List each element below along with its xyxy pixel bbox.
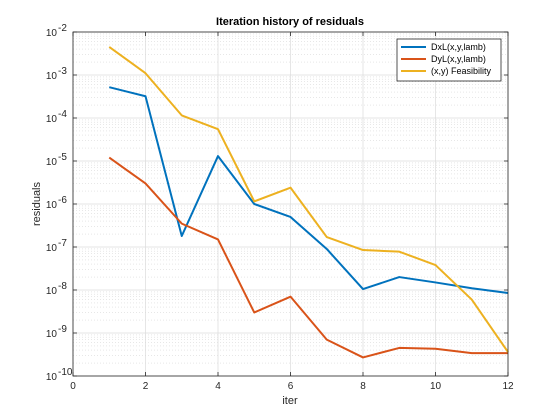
y-tick-label: 10	[46, 243, 58, 254]
y-tick-label: 10	[46, 372, 58, 383]
y-tick-label: 10	[46, 114, 58, 125]
y-tick-label: 10	[46, 157, 58, 168]
x-tick-label: 6	[288, 381, 294, 392]
y-axis-label: residuals	[31, 181, 43, 226]
y-tick-exponent: -9	[58, 324, 67, 335]
x-tick-label: 4	[215, 381, 221, 392]
x-tick-label: 0	[70, 381, 76, 392]
y-tick-exponent: -3	[58, 66, 67, 77]
legend-label: DyL(x,y,lamb)	[431, 54, 486, 64]
y-tick-label: 10	[46, 200, 58, 211]
x-tick-labels: 0 2 4 6 8 10 12	[70, 381, 514, 392]
y-tick-exponent: -6	[58, 195, 67, 206]
series-line	[108, 46, 509, 353]
series-line	[109, 86, 509, 295]
series-line	[108, 156, 508, 359]
x-tick-label: 10	[430, 381, 442, 392]
y-tick-exponent: -10	[58, 367, 73, 378]
y-tick-exponent: -5	[58, 152, 67, 163]
y-tick-label: 10	[46, 28, 58, 39]
y-tick-label: 10	[46, 71, 58, 82]
y-tick-exponent: -7	[58, 238, 67, 249]
x-tick-label: 8	[360, 381, 366, 392]
legend-label: (x,y) Feasibility	[431, 66, 492, 76]
tick-marks	[72, 31, 509, 377]
legend-items: DxL(x,y,lamb) DyL(x,y,lamb) (x,y) Feasibil…	[401, 42, 492, 76]
legend: DxL(x,y,lamb) DyL(x,y,lamb) (x,y) Feasibil…	[396, 38, 502, 82]
x-axis-label: iter	[282, 395, 298, 407]
x-tick-label: 2	[143, 381, 149, 392]
x-tick-label: 12	[502, 381, 514, 392]
y-tick-exponent: -2	[58, 23, 67, 34]
y-tick-label: 10	[46, 329, 58, 340]
y-tick-exponent: -8	[58, 281, 67, 292]
y-tick-exponent: -4	[58, 109, 67, 120]
chart-title: Iteration history of residuals	[216, 16, 364, 28]
y-tick-label: 10	[46, 286, 58, 297]
legend-label: DxL(x,y,lamb)	[431, 42, 486, 52]
series-layer	[108, 46, 509, 359]
